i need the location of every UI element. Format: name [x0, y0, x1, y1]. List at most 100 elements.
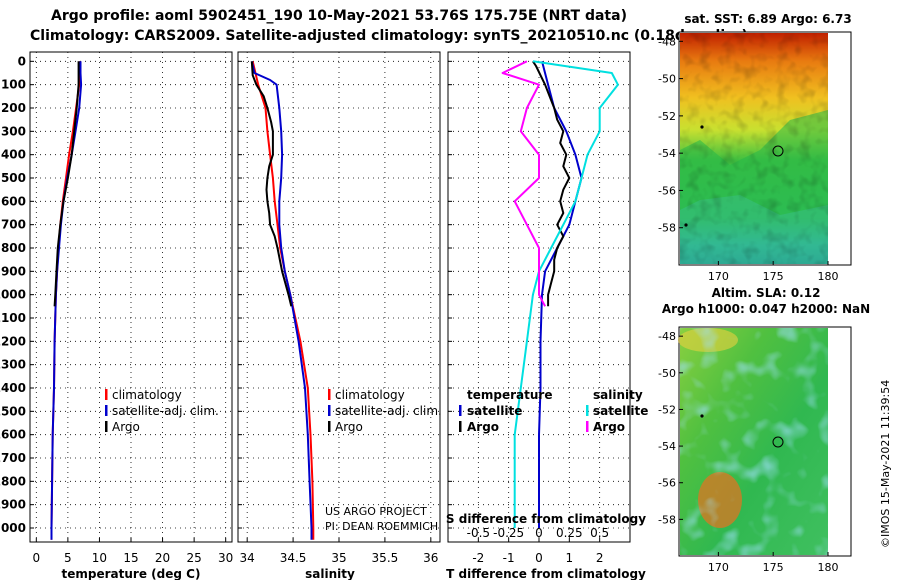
lat-tick-label: -50: [658, 73, 676, 86]
legend-label-s-satellite: satellite: [593, 404, 648, 418]
series-line-climatology: [251, 61, 315, 540]
depth-tick-label: 2000: [0, 521, 26, 535]
sst-map: sat. SST: 6.89 Argo: 6.73 -48 -50 -52 -54 -5…: [658, 12, 852, 283]
difference-panel: -2 -1 0 1 2 -0.5 -0.25 0 0.25 0.5 T difference fr…: [446, 51, 648, 580]
x-tick-label: 34: [240, 551, 255, 565]
temperature-tick-labels: 0 5 10 15 20 25 30: [32, 551, 233, 565]
legend-label-satellite: satellite-adj. clim.: [112, 404, 219, 418]
legend-label-argo: Argo: [112, 420, 140, 434]
legend-swatch-t-argo: [459, 421, 462, 432]
lat-tick-label: -52: [658, 403, 676, 416]
legend-swatch-s-satellite: [586, 405, 589, 416]
title-line-2: Climatology: CARS2009. Satellite-adjuste…: [30, 28, 748, 44]
difference-legend: temperature satellite Argo salinity sate…: [459, 388, 648, 434]
x-tick-label: 20: [155, 551, 170, 565]
lon-tick-label: 175: [763, 561, 784, 574]
salinity-legend: climatology satellite-adj. clim. Argo: [328, 388, 442, 434]
lat-tick-label: -48: [658, 330, 676, 343]
series-line-argo: [250, 61, 293, 307]
salinity-difference-tick-label: -0.25: [493, 526, 524, 540]
legend-label-climatology: climatology: [112, 388, 182, 402]
x-tick-label: 30: [218, 551, 233, 565]
depth-tick-label: 600: [1, 194, 26, 208]
sst-lat-ticks: -48 -50 -52 -54 -56 -58: [658, 35, 683, 235]
x-tick-label: 0: [535, 551, 543, 565]
series-line-salinity-argo: [501, 60, 546, 307]
x-tick-label: 15: [123, 551, 138, 565]
sla-lat-ticks: -48 -50 -52 -54 -56 -58: [658, 330, 683, 526]
legend-swatch-satellite: [328, 405, 331, 416]
temperature-axis-label: temperature (deg C): [62, 567, 201, 580]
legend-label-climatology: climatology: [335, 388, 405, 402]
sst-map-title: sat. SST: 6.89 Argo: 6.73: [684, 12, 851, 26]
difference-lines: [501, 60, 619, 528]
lat-tick-label: -48: [658, 35, 676, 48]
lat-tick-label: -58: [658, 222, 676, 235]
temperature-lines: [50, 61, 83, 540]
legend-label-t-argo: Argo: [467, 420, 499, 434]
salinity-difference-tick-label: -0.5: [467, 526, 490, 540]
project-credit: US ARGO PROJECT: [325, 505, 427, 518]
x-tick-label: 1: [566, 551, 574, 565]
x-tick-label: 34.5: [280, 551, 307, 565]
depth-tick-label: 800: [1, 241, 26, 255]
legend-swatch-climatology: [328, 389, 331, 400]
lat-tick-label: -56: [658, 184, 676, 197]
salinity-difference-tick-label: 0.25: [556, 526, 583, 540]
legend-swatch-climatology: [105, 389, 108, 400]
depth-tick-label: 1600: [0, 428, 26, 442]
sla-map-title-1: Altim. SLA: 0.12: [712, 286, 821, 300]
depth-tick-label: 400: [1, 148, 26, 162]
x-tick-label: 10: [92, 551, 107, 565]
x-tick-label: 36: [423, 551, 438, 565]
legend-swatch-argo: [328, 421, 331, 432]
depth-tick-label: 100: [1, 78, 26, 92]
s-difference-axis-label: S difference from climatology: [446, 512, 646, 526]
legend-swatch-satellite: [105, 405, 108, 416]
lat-tick-label: -54: [658, 147, 676, 160]
series-line-salinity-satellite: [513, 60, 619, 528]
depth-tick-label: 1200: [0, 334, 26, 348]
island-marker: [700, 414, 704, 418]
x-tick-label: 5: [64, 551, 72, 565]
salinity-grid: [238, 52, 440, 542]
sst-lon-ticks: 170 175 180: [708, 261, 839, 283]
temperature-grid: [30, 52, 232, 542]
salinity-difference-tick-label: 0: [535, 526, 543, 540]
x-tick-label: 25: [186, 551, 201, 565]
sla-map-title-2: Argo h1000: 0.047 h2000: NaN: [662, 302, 870, 316]
series-line-temperature-argo: [532, 60, 571, 307]
lat-tick-label: -50: [658, 367, 676, 380]
depth-tick-label: 1300: [0, 358, 26, 372]
legend-label-t-satellite: satellite: [467, 404, 522, 418]
series-line-satellite: [250, 61, 313, 540]
lat-tick-label: -54: [658, 440, 676, 453]
lon-tick-label: 180: [818, 561, 839, 574]
argo-location-marker: [772, 145, 784, 157]
salinity-difference-tick-label: 0.5: [590, 526, 609, 540]
imos-timestamp: ©IMOS 15-May-2021 11:39:54: [879, 380, 892, 548]
salinity-tick-labels: 34 34.5 35 35.5 36: [240, 551, 439, 565]
depth-tick-label: 0: [18, 54, 26, 68]
lon-tick-label: 170: [708, 561, 729, 574]
sst-noise: [680, 33, 828, 264]
depth-tick-label: 1900: [0, 498, 26, 512]
depth-tick-label: 300: [1, 124, 26, 138]
depth-tick-label: 1700: [0, 451, 26, 465]
depth-tick-label: 1100: [0, 311, 26, 325]
sla-map: Altim. SLA: 0.12 Argo h1000: 0.047 h2000…: [658, 286, 870, 574]
temperature-legend: climatology satellite-adj. clim. Argo: [105, 388, 219, 434]
legend-title-temperature: temperature: [467, 388, 552, 402]
legend-label-argo: Argo: [335, 420, 363, 434]
lon-tick-label: 180: [818, 270, 839, 283]
legend-swatch-t-satellite: [459, 405, 462, 416]
x-tick-label: -2: [472, 551, 484, 565]
legend-label-satellite: satellite-adj. clim.: [335, 404, 442, 418]
island-marker: [700, 125, 704, 129]
x-tick-label: 35.5: [372, 551, 399, 565]
lon-tick-label: 170: [708, 270, 729, 283]
depth-tick-label: 700: [1, 218, 26, 232]
depth-tick-label: 1000: [0, 288, 26, 302]
legend-label-s-argo: Argo: [593, 420, 625, 434]
